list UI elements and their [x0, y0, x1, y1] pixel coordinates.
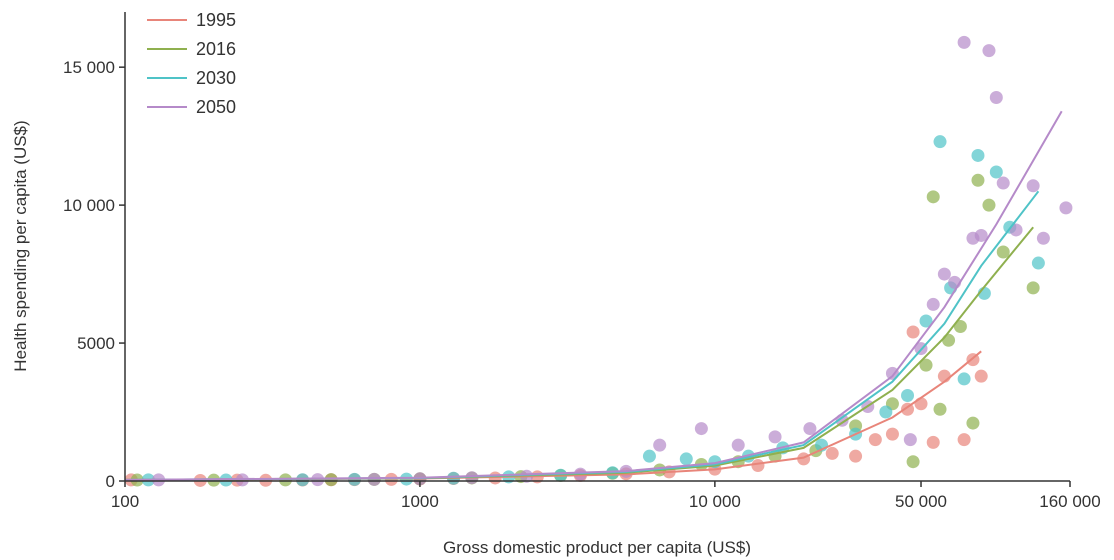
data-point-2016 [953, 320, 967, 334]
trend-line-2030 [124, 190, 1040, 481]
data-point-2030 [1031, 256, 1045, 270]
data-point-2050 [1059, 201, 1073, 215]
data-point-1995 [974, 369, 988, 383]
y-axis-label: Health spending per capita (US$) [11, 120, 30, 371]
data-point-2050 [903, 433, 917, 447]
data-point-1995 [751, 459, 765, 473]
x-tick-label: 1000 [401, 492, 439, 511]
data-point-2016 [919, 358, 933, 372]
data-point-2016 [926, 190, 940, 204]
data-point-2050 [982, 44, 996, 58]
data-point-2016 [971, 173, 985, 187]
x-tick-label: 10 000 [689, 492, 741, 511]
data-point-1995 [957, 433, 971, 447]
data-point-2016 [933, 402, 947, 416]
trend-line-2016 [124, 226, 1034, 481]
data-point-2030 [901, 388, 915, 402]
data-point-2016 [1026, 281, 1040, 295]
data-point-2050 [974, 228, 988, 242]
data-point-2050 [989, 91, 1003, 105]
data-point-2016 [982, 198, 996, 212]
data-point-1995 [885, 427, 899, 441]
data-point-1995 [825, 446, 839, 460]
trend-line-2050 [124, 110, 1063, 481]
x-tick-label: 50 000 [895, 492, 947, 511]
legend-label-2050: 2050 [196, 97, 236, 117]
data-point-2050 [1009, 223, 1023, 237]
legend-label-2016: 2016 [196, 39, 236, 59]
data-point-2016 [996, 245, 1010, 259]
data-point-2050 [996, 176, 1010, 190]
y-tick-label: 5000 [77, 334, 115, 353]
data-point-2050 [694, 422, 708, 436]
data-point-2050 [926, 297, 940, 311]
data-point-2050 [1026, 179, 1040, 193]
data-point-1995 [926, 435, 940, 449]
data-point-2050 [653, 438, 667, 452]
trend-lines [124, 110, 1063, 481]
data-point-2050 [937, 267, 951, 281]
data-point-2016 [966, 416, 980, 430]
legend-label-2030: 2030 [196, 68, 236, 88]
y-axis-ticks: 0 5000 10 000 15 000 [63, 58, 125, 491]
x-axis-ticks: 100 1000 10 000 50 000 160 000 [111, 481, 1101, 511]
x-tick-label: 160 000 [1039, 492, 1100, 511]
data-point-2050 [768, 430, 782, 444]
x-axis-label: Gross domestic product per capita (US$) [443, 538, 751, 557]
scatter-points [124, 35, 1073, 487]
legend: 1995 2016 2030 2050 [147, 10, 236, 117]
data-point-2030 [971, 148, 985, 162]
y-tick-label: 0 [106, 472, 115, 491]
data-point-2050 [957, 35, 971, 49]
legend-label-1995: 1995 [196, 10, 236, 30]
y-tick-label: 15 000 [63, 58, 115, 77]
data-point-1995 [868, 433, 882, 447]
data-point-2050 [803, 422, 817, 436]
data-point-2030 [957, 372, 971, 386]
data-point-2030 [933, 135, 947, 149]
x-tick-label: 100 [111, 492, 139, 511]
data-point-1995 [914, 397, 928, 411]
data-point-2050 [1036, 231, 1050, 245]
data-point-1995 [906, 325, 920, 339]
data-point-2016 [906, 455, 920, 469]
data-point-2030 [642, 449, 656, 463]
data-point-2030 [919, 314, 933, 328]
data-point-2016 [942, 333, 956, 347]
data-point-1995 [849, 449, 863, 463]
data-point-2030 [989, 165, 1003, 179]
data-point-2030 [679, 452, 693, 466]
data-point-2050 [731, 438, 745, 452]
data-point-2030 [879, 405, 893, 419]
y-tick-label: 10 000 [63, 196, 115, 215]
